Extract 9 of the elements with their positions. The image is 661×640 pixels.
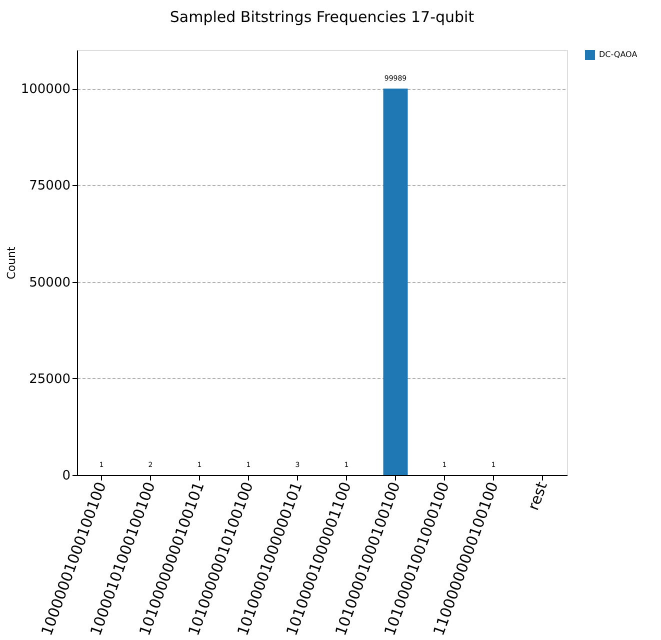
legend-label: DC-QAOA — [599, 50, 638, 59]
y-tick-label: 0 — [62, 468, 70, 484]
chart-title: Sampled Bitstrings Frequencies 17-qubit — [170, 8, 474, 26]
y-tick-label: 25000 — [29, 372, 70, 387]
x-tick-label: rest — [524, 479, 551, 513]
y-tick-label: 50000 — [29, 275, 70, 290]
y-axis-title: Count — [4, 246, 18, 280]
y-tick-label: 100000 — [20, 82, 70, 98]
y-tick-label: 75000 — [29, 178, 70, 194]
